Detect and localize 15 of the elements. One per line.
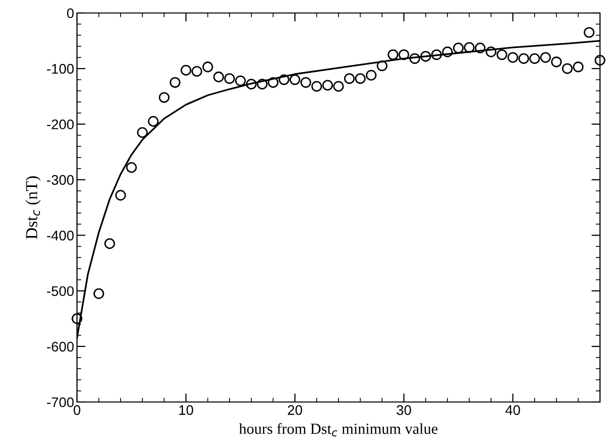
y-tick-label: -500 — [47, 286, 74, 296]
y-tick-label: 0 — [67, 8, 74, 18]
y-tick-label: -700 — [47, 397, 74, 408]
x-tick-label: 10 — [179, 405, 194, 415]
x-tick-label: 0 — [74, 405, 80, 415]
y-tick-label: -600 — [47, 342, 74, 352]
y-tick-label: -400 — [47, 230, 74, 240]
y-tick-label: -300 — [47, 175, 74, 185]
x-tick-label: 30 — [396, 405, 412, 415]
x-tick-label: 40 — [505, 405, 520, 415]
y-tick-label: -200 — [47, 119, 74, 130]
y-tick-label: -100 — [47, 64, 74, 74]
x-axis-title: hours from Dst$_{c}$ minimum value — [239, 423, 438, 436]
y-axis-title: Dst$_{c}$ (nT) — [26, 176, 41, 240]
x-tick-label: 20 — [288, 405, 302, 415]
